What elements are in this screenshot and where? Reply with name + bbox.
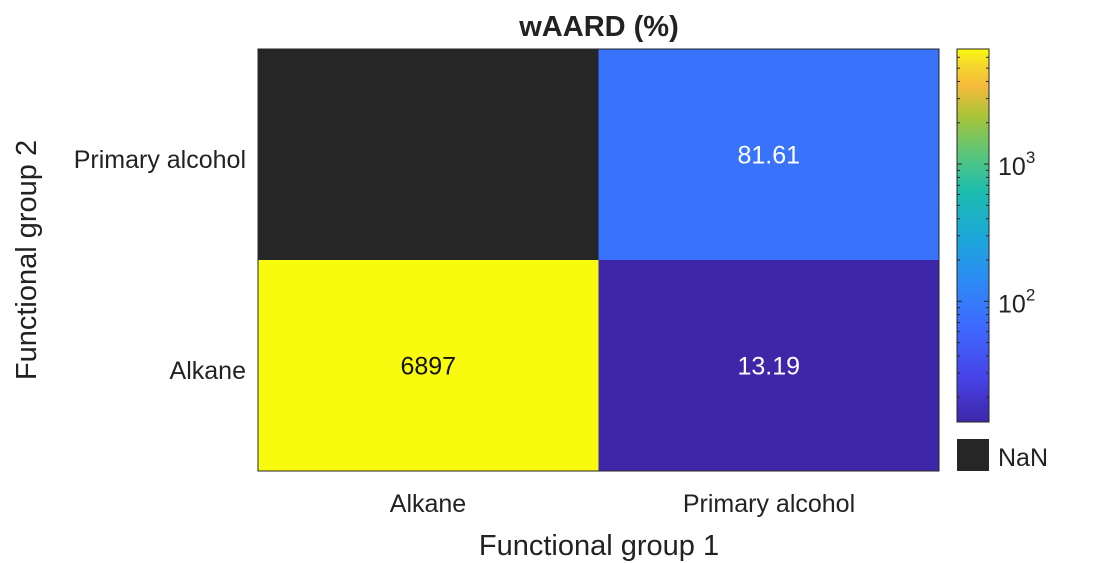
y-tick-label-primary-alcohol: Primary alcohol [74, 146, 246, 174]
heatmap-cell-alkane-vs-alkane [258, 260, 599, 471]
nan-legend-label: NaN [998, 444, 1048, 472]
colorbar-tick-label: 102 [998, 285, 1035, 318]
x-axis-label: Functional group 1 [479, 530, 719, 562]
colorbar [956, 48, 990, 423]
y-tick-label-alkane: Alkane [170, 357, 246, 385]
colorbar-tick-label: 103 [998, 148, 1035, 181]
heatmap-cells: 81.61 6897 13.19 [258, 49, 939, 471]
heatmap-cell-value-label: 13.19 [737, 353, 800, 381]
heatmap-cell-value-label: 81.61 [737, 142, 800, 170]
colorbar-ticks: 102 103 [957, 56, 1035, 398]
plot-frame [257, 48, 940, 472]
x-tick-label-alkane: Alkane [390, 490, 466, 518]
heatmap-cell-value-label: 6897 [400, 353, 456, 381]
x-tick-label-primary-alcohol: Primary alcohol [683, 490, 855, 518]
y-axis-label: Functional group 2 [11, 140, 43, 380]
nan-legend-swatch [957, 439, 989, 471]
heatmap-cell-primary-alcohol-vs-alkane [598, 260, 939, 471]
chart-title: wAARD (%) [518, 11, 679, 43]
heatmap-cell-primary-alcohol-vs-primary-alcohol [598, 49, 939, 260]
heatmap-cell-alkane-vs-primary-alcohol [258, 49, 599, 260]
